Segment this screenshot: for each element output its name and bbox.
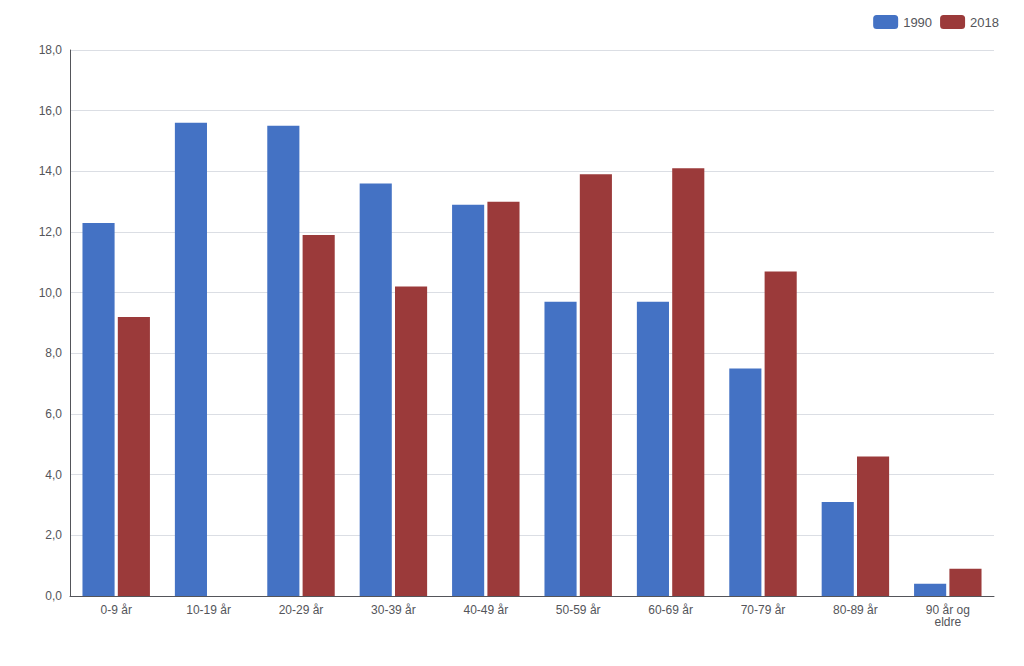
svg-text:14,0: 14,0 <box>39 164 63 178</box>
svg-text:0,0: 0,0 <box>45 589 62 603</box>
svg-text:8,0: 8,0 <box>45 346 62 360</box>
svg-text:0-9 år: 0-9 år <box>101 603 132 617</box>
svg-text:6,0: 6,0 <box>45 407 62 421</box>
svg-text:60-69 år: 60-69 år <box>648 603 693 617</box>
svg-text:18,0: 18,0 <box>39 43 63 57</box>
svg-text:20-29 år: 20-29 år <box>279 603 324 617</box>
svg-text:30-39 år: 30-39 år <box>371 603 416 617</box>
svg-text:16,0: 16,0 <box>39 104 63 118</box>
svg-text:90 år og: 90 år og <box>925 603 970 617</box>
svg-text:80-89 år: 80-89 år <box>833 603 878 617</box>
svg-text:1990: 1990 <box>903 15 932 30</box>
svg-text:2018: 2018 <box>970 15 999 30</box>
svg-text:10,0: 10,0 <box>39 286 63 300</box>
svg-text:eldre: eldre <box>934 615 961 629</box>
svg-text:40-49 år: 40-49 år <box>463 603 508 617</box>
svg-text:70-79 år: 70-79 år <box>741 603 786 617</box>
svg-text:4,0: 4,0 <box>45 468 62 482</box>
svg-text:10-19 år: 10-19 år <box>186 603 231 617</box>
svg-text:12,0: 12,0 <box>39 225 63 239</box>
svg-text:50-59 år: 50-59 år <box>556 603 601 617</box>
svg-text:2,0: 2,0 <box>45 528 62 542</box>
